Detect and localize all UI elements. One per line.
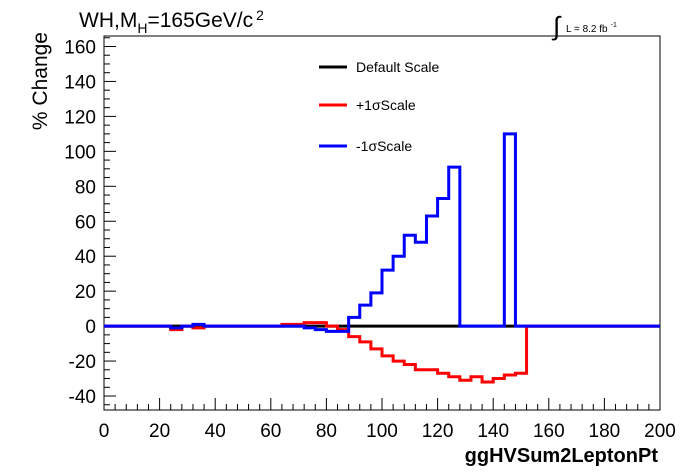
x-tick-label: 200: [644, 421, 676, 442]
y-tick-label: 100: [64, 142, 96, 163]
y-axis: -40 -20 0 20 40 60 80 100 120 140 160: [64, 37, 116, 408]
y-tick-label: 140: [64, 72, 96, 93]
y-tick-label: 20: [75, 282, 96, 303]
x-tick-label: 60: [260, 421, 281, 442]
legend-label: +1σScale: [356, 97, 416, 113]
x-tick-label: 160: [533, 421, 565, 442]
series-line-2: [104, 132, 660, 333]
lumi-label: ∫ L = 8.2 fb -1: [551, 11, 617, 41]
legend-label: Default Scale: [356, 59, 439, 75]
x-tick-label: 40: [205, 421, 226, 442]
y-tick-label: 160: [64, 37, 96, 58]
series-layer: [104, 132, 660, 384]
y-tick-label: 120: [64, 107, 96, 128]
integral-symbol: ∫: [551, 11, 562, 41]
x-tick-label: 120: [422, 421, 454, 442]
chart-title-superscript: 2: [256, 7, 264, 23]
x-tick-label: 140: [477, 421, 509, 442]
x-tick-label: 20: [149, 421, 170, 442]
y-tick-label: 80: [75, 177, 96, 198]
legend-label: -1σScale: [356, 138, 412, 154]
y-tick-label: -20: [69, 352, 96, 373]
chart-title-main: WH,M: [79, 9, 137, 32]
x-tick-label: 100: [366, 421, 398, 442]
chart-title-rest: =165GeV/c: [147, 9, 253, 32]
y-tick-label: 40: [75, 247, 96, 268]
lumi-superscript: -1: [611, 22, 617, 29]
x-tick-label: 0: [99, 421, 110, 442]
y-tick-label: -40: [69, 387, 96, 408]
y-tick-label: 0: [85, 317, 96, 338]
x-tick-label: 180: [589, 421, 621, 442]
chart-title-subscript: H: [137, 20, 147, 36]
lumi-text: L = 8.2 fb -1: [566, 22, 617, 35]
series-line-1: [104, 321, 660, 384]
x-axis-title: ggHVSum2LeptonPt: [465, 445, 659, 467]
legend: Default Scale +1σScale -1σScale: [319, 59, 439, 154]
x-axis: 0 20 40 60 80 100 120 140 160 180 200: [99, 398, 676, 442]
y-axis-title: % Change: [29, 32, 52, 130]
chart-title: WH,MH=165GeV/c 2: [79, 7, 264, 36]
lumi-value: L = 8.2 fb: [566, 24, 608, 35]
x-tick-label: 80: [316, 421, 337, 442]
y-tick-label: 60: [75, 212, 96, 233]
